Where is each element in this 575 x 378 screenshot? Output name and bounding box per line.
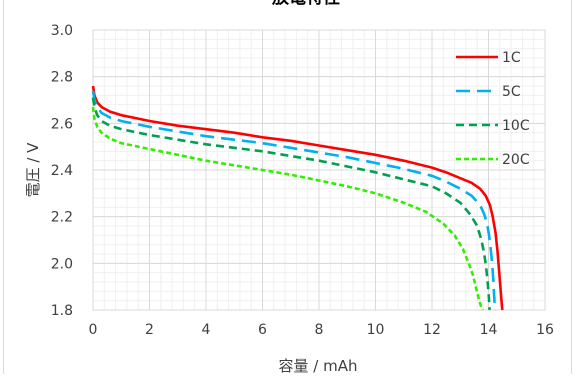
plot-area	[92, 29, 546, 311]
series-line-20c	[91, 106, 484, 311]
x-tick-label: 14	[480, 322, 498, 338]
x-tick-label: 10	[367, 322, 385, 338]
legend-label-5c: 5C	[502, 84, 521, 100]
y-tick-label: 2.4	[51, 163, 73, 179]
x-tick-label: 0	[89, 322, 98, 338]
series-line-1c	[91, 85, 504, 311]
y-tick-label: 3.0	[51, 23, 73, 39]
y-tick-label: 2.6	[51, 116, 73, 132]
y-axis-title: 電圧 / V	[24, 142, 42, 198]
x-tick-labels: 0 2 4 6 8 10 12 14 16	[89, 322, 554, 338]
y-tick-label: 2.0	[51, 256, 73, 272]
chart-frame-left	[3, 0, 4, 374]
legend-label-1c: 1C	[502, 50, 521, 66]
x-tick-label: 16	[536, 322, 554, 338]
x-axis-title: 容量 / mAh	[279, 357, 358, 374]
series-line-5c	[91, 90, 497, 311]
x-tick-label: 4	[202, 322, 211, 338]
y-tick-label: 1.8	[51, 303, 73, 319]
legend: 1C 5C 10C 20C	[456, 50, 530, 168]
y-tick-labels: 1.8 2.0 2.2 2.4 2.6 2.8 3.0	[51, 23, 73, 319]
x-tick-label: 6	[258, 322, 267, 338]
series-lines	[91, 85, 504, 311]
chart-title: 放電特性	[271, 0, 340, 8]
x-tick-label: 2	[145, 322, 154, 338]
y-tick-label: 2.2	[51, 210, 73, 226]
chart-frame-right	[571, 0, 572, 374]
x-tick-label: 8	[315, 322, 324, 338]
y-tick-label: 2.8	[51, 70, 73, 86]
legend-label-20c: 20C	[502, 152, 530, 168]
x-tick-label: 12	[423, 322, 441, 338]
series-line-10c	[91, 97, 491, 311]
legend-label-10c: 10C	[502, 118, 530, 134]
